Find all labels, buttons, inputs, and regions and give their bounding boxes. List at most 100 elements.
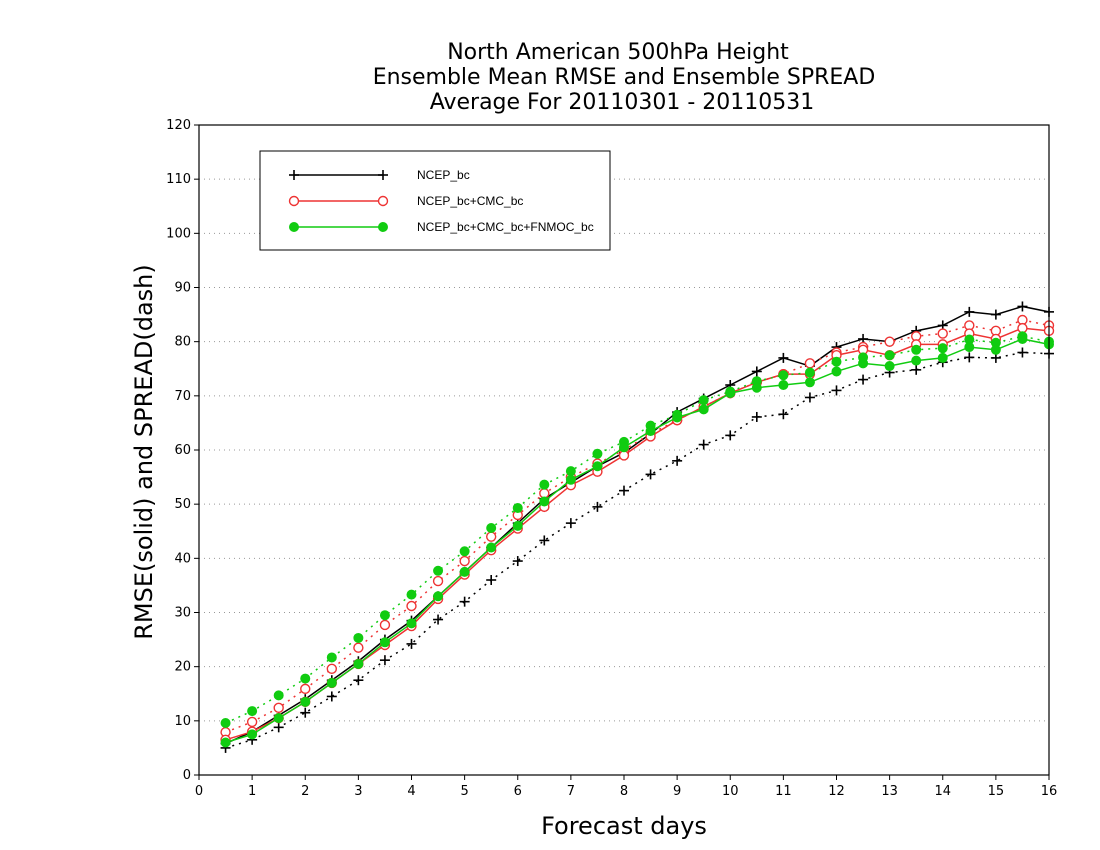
legend-marker <box>289 222 299 232</box>
legend-marker <box>289 170 299 180</box>
spread-point <box>804 367 815 378</box>
rmse-point <box>990 309 1001 320</box>
rmse-point <box>911 355 922 366</box>
chart-title-line-1: North American 500hPa Height <box>447 40 789 65</box>
series-1 <box>220 314 1055 745</box>
spread-point <box>300 707 311 718</box>
rmse-point <box>486 542 497 553</box>
y-tick-label: 110 <box>166 172 191 187</box>
rmse-point <box>778 380 789 390</box>
spread-point <box>379 610 390 621</box>
legend-label: NCEP_bc <box>417 168 470 182</box>
y-tick-label: 20 <box>174 660 191 675</box>
spread-point <box>300 673 311 684</box>
spread-point <box>486 575 497 585</box>
y-tick-label: 120 <box>166 118 191 133</box>
rmse-point <box>273 713 284 724</box>
legend-marker <box>377 195 389 207</box>
y-tick-label: 50 <box>174 497 191 512</box>
spread-point <box>433 614 444 625</box>
rmse-line-2 <box>225 338 1050 744</box>
rmse-point <box>884 361 895 372</box>
x-tick-label: 0 <box>195 784 203 799</box>
x-tick-label: 4 <box>407 784 415 799</box>
x-tick-label: 13 <box>881 784 898 799</box>
spread-point <box>804 392 815 403</box>
x-tick-label: 14 <box>934 784 951 799</box>
spread-point <box>406 600 417 612</box>
spread-point <box>565 518 576 529</box>
y-tick-label: 0 <box>183 768 191 783</box>
series-layer <box>220 301 1055 753</box>
legend-marker <box>378 222 388 232</box>
spread-point <box>273 722 284 733</box>
legend: NCEP_bc NCEP_bc+CMC_bc NCEP_bc+CMC_bc+FNMO… <box>259 150 611 251</box>
spread-point <box>831 385 842 396</box>
y-tick-label: 60 <box>174 443 191 458</box>
spread-point <box>512 502 523 513</box>
y-tick-label: 70 <box>174 389 191 404</box>
legend-item-0: NCEP_bc <box>289 168 470 182</box>
spread-point <box>512 556 523 567</box>
spread-point <box>379 655 390 666</box>
rmse-point <box>831 366 842 377</box>
spread-point <box>804 358 816 369</box>
rmse-line-0 <box>225 305 1050 745</box>
spread-point <box>645 469 656 480</box>
rmse-point <box>247 729 258 740</box>
rmse-point <box>592 461 603 472</box>
spread-line-2 <box>225 335 1050 724</box>
spread-point <box>778 370 789 381</box>
x-axis-ticks: 0 1 2 3 4 5 6 7 8 9 10 11 12 13 14 15 16 <box>195 775 1057 799</box>
legend-label: NCEP_bc+CMC_bc+FNMOC_bc <box>417 220 594 234</box>
spread-point <box>300 683 311 695</box>
spread-point <box>565 466 576 477</box>
y-tick-label: 100 <box>166 226 191 241</box>
spread-point <box>937 328 948 339</box>
spread-point <box>619 485 629 496</box>
spread-point <box>273 702 284 714</box>
spread-point <box>353 632 364 643</box>
rmse-point <box>565 474 576 485</box>
rmse-point <box>964 342 975 353</box>
spread-point <box>672 455 683 466</box>
rmse-point <box>406 618 417 629</box>
y-axis-ticks: 0 10 20 30 40 50 60 70 80 90 100 110 120 <box>166 118 199 783</box>
legend-item-1: NCEP_bc+CMC_bc <box>288 194 523 208</box>
spread-point <box>911 344 922 355</box>
spread-point <box>698 395 709 406</box>
rmse-point <box>672 412 683 423</box>
spread-point <box>831 356 842 367</box>
spread-point <box>884 336 895 347</box>
x-tick-label: 11 <box>775 784 792 799</box>
spread-point <box>778 409 789 420</box>
spread-point <box>459 546 470 557</box>
spread-point <box>379 619 391 631</box>
y-tick-label: 90 <box>174 281 191 296</box>
rmse-point <box>725 388 736 399</box>
spread-point <box>725 430 736 441</box>
rmse-point <box>964 306 975 317</box>
x-axis-label: Forecast days <box>541 812 707 840</box>
spread-point <box>406 638 417 649</box>
rmse-point <box>645 426 656 437</box>
spread-point <box>485 531 497 542</box>
rmse-point <box>1017 301 1028 312</box>
y-axis-label: RMSE(solid) and SPREAD(dash) <box>130 264 158 640</box>
rmse-point <box>459 566 470 577</box>
rmse-point <box>1017 333 1028 344</box>
spread-point <box>911 364 922 375</box>
spread-point <box>220 718 231 728</box>
x-tick-label: 12 <box>828 784 845 799</box>
x-tick-label: 8 <box>620 784 628 799</box>
spread-point <box>353 642 364 653</box>
rmse-point <box>751 366 762 377</box>
rmse-point <box>858 358 869 369</box>
chart-title-line-3: Average For 20110301 - 20110531 <box>430 90 815 115</box>
spread-point <box>326 652 337 663</box>
spread-point <box>432 575 444 587</box>
spread-point <box>539 479 550 490</box>
spread-point <box>326 663 338 675</box>
rmse-point <box>937 352 948 363</box>
y-tick-label: 40 <box>174 551 191 566</box>
